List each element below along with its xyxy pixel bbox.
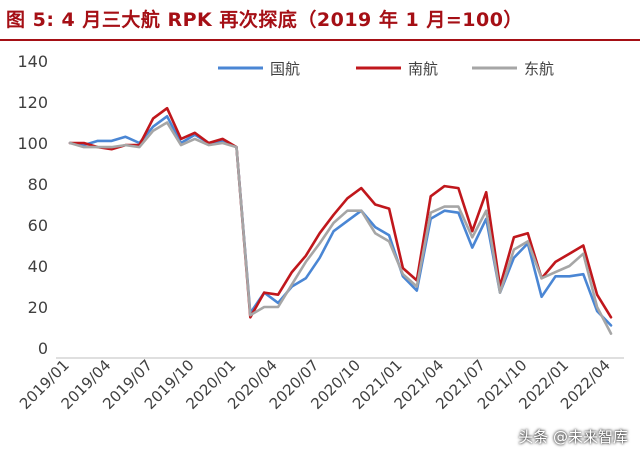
- watermark: 头条 @未来智库: [518, 428, 628, 446]
- legend-label-3: 东航: [524, 60, 554, 78]
- y-tick-label: 100: [17, 134, 48, 153]
- y-tick-label: 60: [28, 216, 48, 235]
- series-line-2: [68, 106, 613, 319]
- y-tick-label: 80: [28, 175, 48, 194]
- legend-label-1: 国航: [270, 60, 300, 78]
- legend-label-2: 南航: [408, 60, 438, 78]
- y-tick-label: 20: [28, 298, 48, 317]
- title-rule: [0, 39, 640, 41]
- y-tick-label: 140: [17, 52, 48, 71]
- series-line-1: [68, 115, 613, 327]
- y-tick-label: 120: [17, 93, 48, 112]
- series-line-3: [68, 121, 613, 335]
- y-tick-label: 0: [38, 339, 48, 358]
- y-tick-label: 40: [28, 257, 48, 276]
- chart-title: 图 5: 4 月三大航 RPK 再次探底（2019 年 1 月=100）: [6, 9, 523, 31]
